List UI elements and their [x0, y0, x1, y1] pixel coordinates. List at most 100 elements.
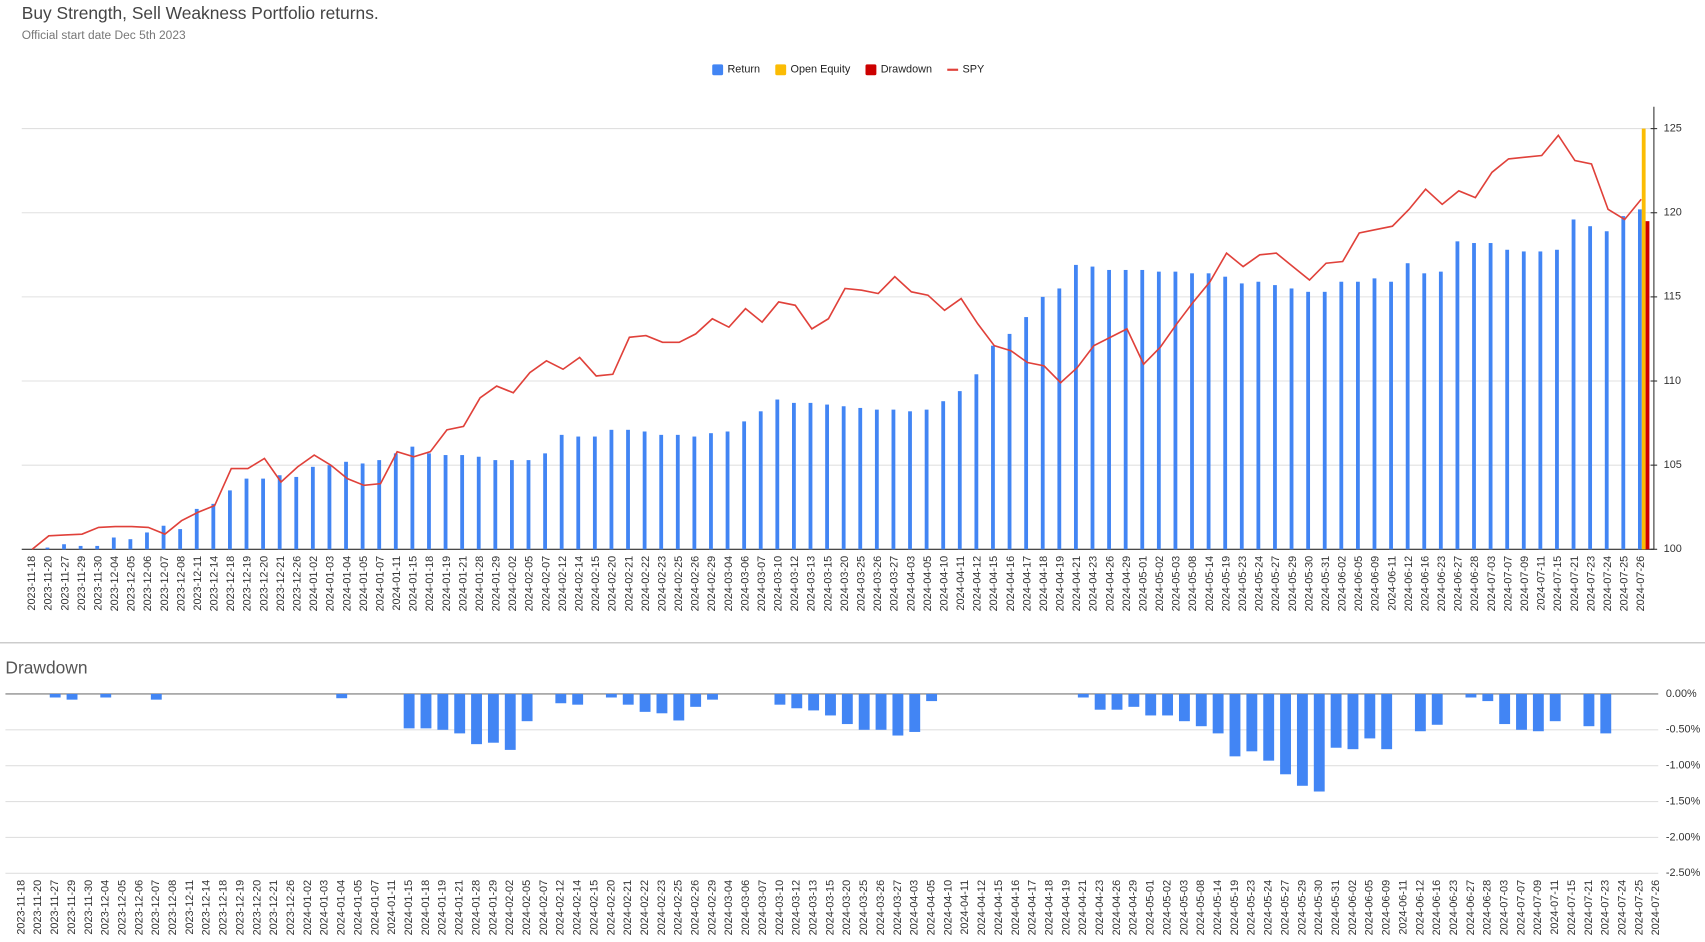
- x-tick-label: 2024-04-12: [972, 556, 984, 612]
- bar: [957, 391, 962, 550]
- y-tick-label: 125: [1664, 122, 1682, 134]
- bar: [675, 434, 680, 550]
- x-tick-label: 2024-06-11: [1386, 556, 1398, 611]
- y-tick-label: 115: [1664, 291, 1681, 303]
- x-tick-label: 2023-12-20: [251, 880, 263, 936]
- bar: [1355, 281, 1360, 550]
- bar: [1173, 271, 1178, 550]
- x-tick-label: 2023-11-27: [49, 880, 61, 935]
- bar: [1600, 693, 1612, 734]
- x-tick-label: 2024-01-21: [457, 556, 469, 612]
- x-tick-label: 2023-12-14: [201, 880, 213, 936]
- bar: [559, 434, 564, 550]
- x-tick-label: 2024-04-16: [1010, 880, 1022, 936]
- x-tick-label: 2024-06-09: [1370, 556, 1382, 612]
- bar: [1289, 288, 1294, 550]
- bar: [909, 693, 921, 732]
- bar: [673, 693, 685, 721]
- bar: [1621, 216, 1626, 550]
- bar: [642, 431, 647, 550]
- x-tick-label: 2024-01-28: [470, 880, 482, 936]
- bar: [471, 693, 482, 745]
- x-tick-label: 2024-02-20: [605, 880, 617, 936]
- bar: [874, 409, 879, 550]
- x-tick-label: 2023-12-11: [184, 880, 196, 935]
- x-tick-label: 2024-03-07: [757, 880, 769, 936]
- bar: [774, 693, 786, 705]
- x-tick-label: 2024-01-07: [369, 880, 381, 936]
- x-tick-label: 2024-05-08: [1187, 556, 1199, 612]
- x-tick-label: 2024-04-29: [1121, 556, 1133, 612]
- x-tick-label: 2024-03-15: [822, 556, 834, 612]
- x-tick-label: 2024-04-26: [1111, 880, 1123, 936]
- x-tick-label: 2024-07-25: [1619, 556, 1631, 612]
- x-tick-label: 2024-03-06: [739, 556, 751, 612]
- bar: [487, 693, 499, 743]
- x-tick-label: 2024-06-27: [1465, 880, 1477, 936]
- x-tick-label: 2024-06-16: [1419, 556, 1431, 612]
- bar: [1212, 693, 1224, 734]
- x-tick-label: 2023-12-14: [209, 556, 221, 612]
- bar: [1090, 266, 1095, 550]
- bar: [1645, 221, 1650, 550]
- x-tick-label: 2024-01-02: [302, 880, 314, 936]
- x-tick-label: 2024-02-14: [572, 880, 584, 936]
- x-tick-label: 2024-02-29: [706, 556, 718, 612]
- bar: [707, 693, 718, 700]
- x-tick-label: 2024-02-05: [521, 880, 533, 936]
- x-tick-label: 2024-05-24: [1254, 556, 1266, 612]
- x-tick-label: 2024-04-03: [909, 880, 921, 936]
- bar: [555, 693, 567, 704]
- bar: [791, 693, 803, 709]
- x-tick-label: 2024-07-15: [1552, 556, 1564, 612]
- bar: [344, 461, 348, 550]
- x-tick-label: 2024-06-02: [1337, 556, 1349, 612]
- x-tick-label: 2024-01-05: [352, 880, 364, 936]
- x-tick-label: 2024-07-21: [1569, 556, 1581, 612]
- x-tick-label: 2024-06-28: [1482, 880, 1494, 936]
- bar: [150, 693, 162, 700]
- x-tick-label: 2024-02-07: [538, 880, 550, 936]
- x-tick-label: 2024-06-12: [1414, 880, 1426, 936]
- bar: [622, 693, 634, 705]
- x-tick-label: 2024-02-25: [673, 880, 685, 936]
- bar: [526, 460, 531, 550]
- x-tick-label: 2024-05-31: [1330, 880, 1342, 936]
- bar: [974, 374, 979, 550]
- x-tick-label: 2023-12-21: [275, 556, 287, 612]
- x-tick-label: 2024-01-28: [474, 556, 486, 612]
- x-tick-label: 2024-01-03: [319, 880, 331, 936]
- x-tick-label: 2024-02-22: [640, 556, 652, 612]
- bar: [1007, 333, 1012, 550]
- x-tick-label: 2024-03-26: [875, 880, 887, 936]
- x-tick-label: 2024-02-02: [504, 880, 516, 936]
- chart-title: Drawdown: [5, 657, 87, 677]
- bar: [476, 456, 481, 550]
- x-tick-label: 2024-02-23: [656, 556, 668, 612]
- bar: [1223, 276, 1228, 550]
- x-tick-label: 2023-12-07: [150, 880, 162, 936]
- x-tick-label: 2024-07-03: [1499, 880, 1511, 936]
- x-tick-label: 2024-04-23: [1094, 880, 1106, 936]
- bar: [62, 544, 66, 550]
- bar: [605, 693, 617, 698]
- x-tick-label: 2024-02-26: [690, 880, 702, 936]
- bar: [659, 434, 664, 550]
- bar: [742, 421, 747, 550]
- x-tick-label: 2024-02-25: [673, 556, 685, 612]
- bar: [1472, 243, 1476, 550]
- x-tick-label: 2024-07-07: [1515, 880, 1527, 936]
- bar: [1641, 128, 1646, 550]
- bar: [1057, 288, 1062, 550]
- y-tick-label: 120: [1664, 207, 1682, 219]
- bar: [626, 429, 630, 550]
- bar: [1521, 251, 1526, 550]
- bar: [1256, 281, 1261, 550]
- legend-swatch: [775, 64, 787, 76]
- x-tick-label: 2024-02-15: [590, 556, 602, 612]
- x-tick-label: 2024-05-01: [1137, 556, 1149, 612]
- bar: [825, 404, 829, 550]
- x-tick-label: 2024-02-12: [555, 880, 567, 936]
- bar: [758, 411, 763, 550]
